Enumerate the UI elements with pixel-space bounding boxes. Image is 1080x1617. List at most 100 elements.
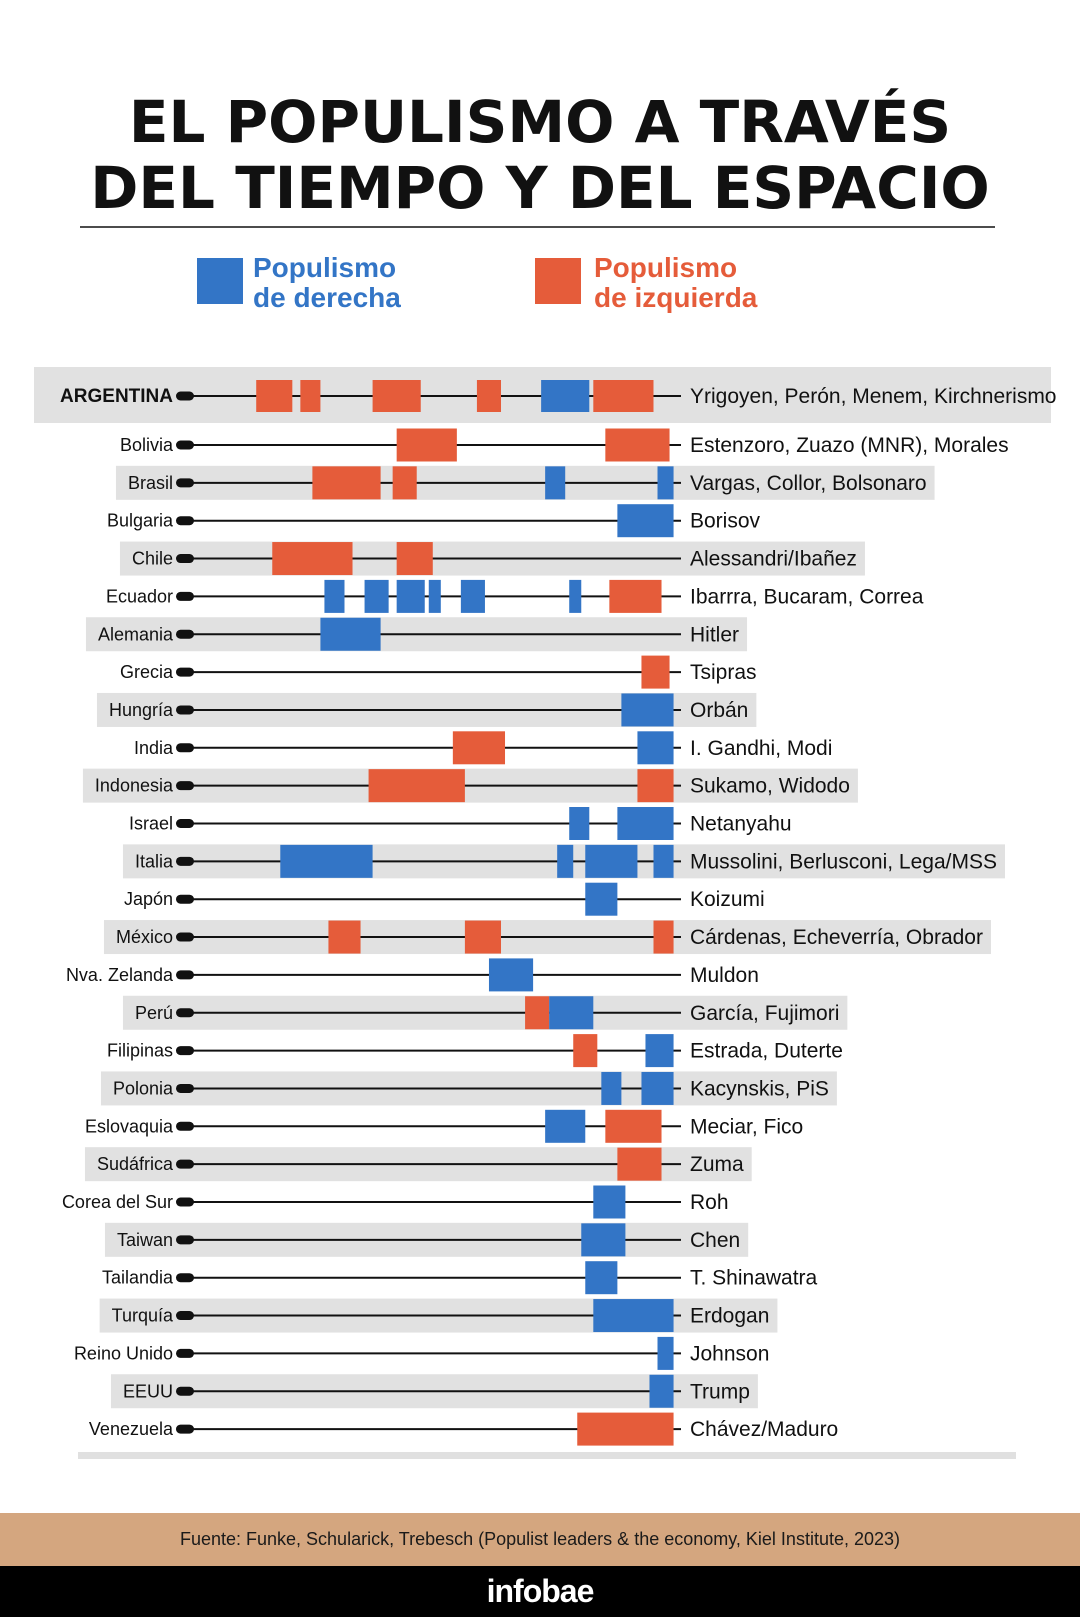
leaders-label: Hitler — [690, 623, 739, 646]
leaders-label: Netanyahu — [690, 813, 792, 836]
leaders-label: Mussolini, Berlusconi, Lega/MSS — [690, 850, 997, 873]
timeline-start-dot — [176, 1273, 194, 1283]
bar-right-populism — [488, 958, 534, 992]
bar-right-populism — [364, 579, 389, 613]
legend-right-line2: de derecha — [253, 282, 401, 313]
bar-right-populism — [585, 1261, 618, 1295]
source-note: Fuente: Funke, Schularick, Trebesch (Pop… — [0, 1513, 1080, 1566]
timeline-start-dot — [176, 1197, 194, 1207]
bar-right-populism — [649, 1374, 674, 1408]
bar-right-populism — [593, 1185, 626, 1219]
row-indonesia: Indonesia Sukamo, Widodo — [82, 768, 858, 803]
leaders-label: Estrada, Duterte — [690, 1040, 843, 1063]
bar-right-populism — [280, 844, 373, 878]
leaders-label: Cárdenas, Echeverría, Obrador — [690, 926, 983, 949]
bar-left-populism — [300, 380, 321, 412]
title-line-1: EL POPULISMO A TRAVÉS — [129, 87, 951, 156]
timeline-start-dot — [176, 1235, 194, 1245]
legend-swatch-left — [535, 258, 581, 304]
row-alemania: Alemania Hitler — [85, 617, 748, 652]
bar-right-populism — [396, 579, 425, 613]
country-label: México — [116, 927, 173, 947]
bar-left-populism — [328, 920, 361, 954]
legend-swatch-right — [197, 258, 243, 304]
country-label: India — [134, 738, 174, 758]
bar-right-populism — [557, 844, 574, 878]
row-israel: Israel Netanyahu — [129, 807, 792, 840]
leaders-label: Zuma — [690, 1153, 744, 1176]
leaders-label: Orbán — [690, 699, 748, 722]
row-brasil: Brasil Vargas, Collor, Bolsonaro — [115, 465, 935, 500]
row-bulgaria: Bulgaria Borisov — [107, 504, 761, 538]
timeline-start-dot — [176, 1083, 194, 1093]
country-label: Reino Unido — [74, 1343, 173, 1363]
leaders-label: Trump — [690, 1380, 750, 1403]
row-taiwan: Taiwan Chen — [104, 1222, 749, 1257]
timeline-start-dot — [176, 1159, 194, 1169]
timeline-start-dot — [176, 516, 194, 526]
country-label: Chile — [132, 549, 173, 569]
infobae-logo: infobae — [0, 1566, 1080, 1617]
row-bolivia: Bolivia Estenzoro, Zuazo (MNR), Morales — [120, 428, 1009, 462]
bar-left-populism — [396, 428, 457, 462]
leaders-label: Ibarrra, Bucaram, Correa — [690, 585, 924, 608]
leaders-label: Kacynskis, PiS — [690, 1077, 829, 1100]
bar-left-populism — [452, 731, 506, 765]
country-label: Taiwan — [117, 1230, 173, 1250]
legend: Populismo de derecha Populismo de izquie… — [197, 252, 758, 313]
legend-right-line1: Populismo — [253, 252, 396, 283]
bar-right-populism — [585, 882, 618, 916]
row-polonia: Polonia Kacynskis, PiS — [100, 1071, 837, 1106]
bar-right-populism — [593, 1299, 674, 1333]
leaders-label: Alessandri/Ibañez — [690, 548, 857, 571]
timeline-start-dot — [176, 440, 194, 450]
leaders-label: Chávez/Maduro — [690, 1418, 838, 1441]
leaders-label: Tsipras — [690, 661, 757, 684]
bar-left-populism — [573, 1034, 598, 1068]
timeline-start-dot — [176, 932, 194, 942]
country-label: Corea del Sur — [62, 1192, 173, 1212]
row-india: India I. Gandhi, Modi — [134, 731, 832, 765]
bar-left-populism — [605, 428, 670, 462]
row-venezuela: Venezuela Chávez/Maduro — [89, 1412, 838, 1446]
country-label: Japón — [124, 889, 173, 909]
bar-left-populism — [476, 380, 502, 412]
leaders-label: Sukamo, Widodo — [690, 775, 850, 798]
timeline-start-dot — [176, 743, 194, 753]
bar-left-populism — [653, 920, 674, 954]
country-label: Alemania — [98, 624, 174, 644]
row-jap-n: Japón Koizumi — [124, 882, 765, 916]
leaders-label: Muldon — [690, 964, 759, 987]
bar-left-populism — [605, 1109, 662, 1143]
country-label: Indonesia — [95, 776, 174, 796]
timeline-start-dot — [176, 781, 194, 791]
row-chile: Chile Alessandri/Ibañez — [119, 541, 865, 576]
bar-right-populism — [617, 807, 674, 840]
bar-right-populism — [653, 844, 674, 878]
timeline-start-dot — [176, 554, 194, 564]
country-label: EEUU — [123, 1381, 173, 1401]
country-label: Polonia — [113, 1078, 174, 1098]
timeline-start-dot — [176, 1008, 194, 1018]
bar-right-populism — [641, 1071, 674, 1105]
leaders-label: I. Gandhi, Modi — [690, 737, 832, 760]
row-corea-del-sur: Corea del Sur Roh — [62, 1185, 729, 1219]
leaders-label: Koizumi — [690, 888, 765, 911]
timeline-start-dot — [176, 1121, 194, 1131]
timeline-start-dot — [176, 1348, 194, 1358]
title-line-2: DEL TIEMPO Y DEL ESPACIO — [90, 154, 989, 222]
bar-right-populism — [569, 579, 582, 613]
bar-left-populism — [396, 542, 433, 576]
bar-right-populism — [657, 466, 674, 500]
bar-right-populism — [637, 731, 674, 765]
bar-left-populism — [577, 1412, 674, 1446]
legend-left-line2: de izquierda — [594, 282, 758, 313]
row-filipinas: Filipinas Estrada, Duterte — [107, 1034, 843, 1068]
country-label: Italia — [135, 851, 174, 871]
bar-left-populism — [617, 1147, 662, 1181]
leaders-label: Erdogan — [690, 1305, 769, 1328]
bar-right-populism — [621, 693, 674, 727]
country-label: Turquía — [112, 1306, 174, 1326]
bar-right-populism — [428, 579, 441, 613]
